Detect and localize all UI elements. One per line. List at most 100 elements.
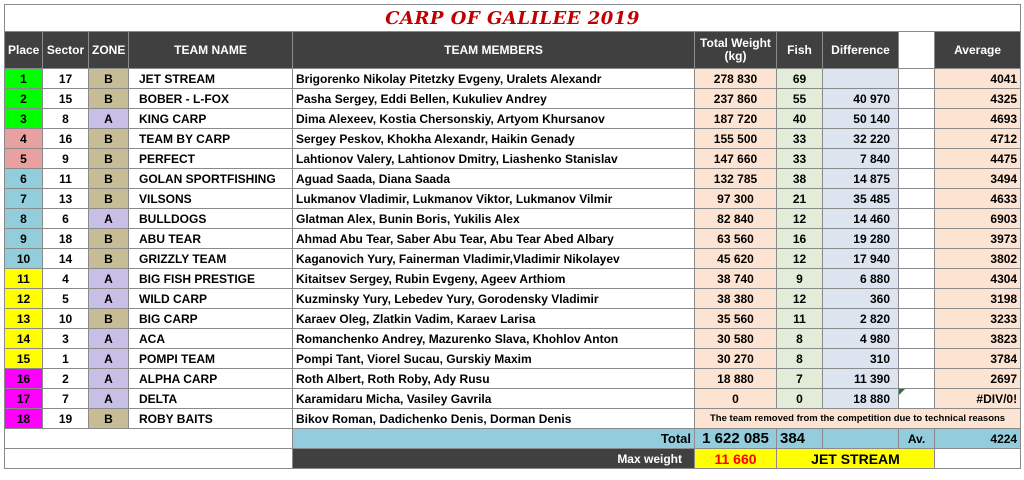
- sector-cell[interactable]: 9: [42, 148, 89, 169]
- average-cell[interactable]: 6903: [933, 208, 1022, 229]
- sector-cell[interactable]: 1: [42, 348, 89, 369]
- zone-cell[interactable]: A: [88, 388, 129, 409]
- header-total-weight[interactable]: Total Weight (kg): [694, 31, 777, 69]
- place-cell[interactable]: 15: [4, 348, 43, 369]
- blank-cell[interactable]: [898, 108, 935, 129]
- place-cell[interactable]: 2: [4, 88, 43, 109]
- place-cell[interactable]: 4: [4, 128, 43, 149]
- difference-cell[interactable]: 310: [822, 348, 899, 369]
- fish-cell[interactable]: 0: [776, 388, 823, 409]
- total-weight-cell[interactable]: 30 580: [694, 328, 777, 349]
- place-cell[interactable]: 11: [4, 268, 43, 289]
- sector-cell[interactable]: 14: [42, 248, 89, 269]
- difference-cell[interactable]: 18 880: [822, 388, 899, 409]
- zone-cell[interactable]: A: [88, 268, 129, 289]
- blank-cell[interactable]: [898, 268, 935, 289]
- difference-cell[interactable]: 2 820: [822, 308, 899, 329]
- zone-cell[interactable]: A: [88, 348, 129, 369]
- zone-cell[interactable]: B: [88, 228, 129, 249]
- team-members-cell[interactable]: Karaev Oleg, Zlatkin Vadim, Karaev Laris…: [292, 308, 695, 329]
- fish-cell[interactable]: 33: [776, 128, 823, 149]
- average-cell[interactable]: 3198: [933, 288, 1022, 309]
- blank-cell[interactable]: [898, 348, 935, 369]
- average-cell[interactable]: 3802: [933, 248, 1022, 269]
- fish-cell[interactable]: 40: [776, 108, 823, 129]
- team-name-cell[interactable]: ABU TEAR: [128, 228, 293, 249]
- total-weight-cell[interactable]: 38 380: [694, 288, 777, 309]
- place-cell[interactable]: 13: [4, 308, 43, 329]
- team-name-cell[interactable]: GOLAN SPORTFISHING: [128, 168, 293, 189]
- place-cell[interactable]: 6: [4, 168, 43, 189]
- zone-cell[interactable]: B: [88, 68, 129, 89]
- place-cell[interactable]: 10: [4, 248, 43, 269]
- zone-cell[interactable]: B: [88, 188, 129, 209]
- fish-cell[interactable]: 55: [776, 88, 823, 109]
- fish-cell[interactable]: 21: [776, 188, 823, 209]
- sector-cell[interactable]: 7: [42, 388, 89, 409]
- max-weight-team[interactable]: JET STREAM: [776, 448, 935, 469]
- team-members-cell[interactable]: Lahtionov Valery, Lahtionov Dmitry, Lias…: [292, 148, 695, 169]
- zone-cell[interactable]: B: [88, 148, 129, 169]
- header-difference[interactable]: Difference: [822, 31, 899, 69]
- total-diff-empty[interactable]: [822, 428, 899, 449]
- fish-cell[interactable]: 9: [776, 268, 823, 289]
- blank-cell[interactable]: [898, 288, 935, 309]
- team-name-cell[interactable]: KING CARP: [128, 108, 293, 129]
- total-weight-cell[interactable]: 82 840: [694, 208, 777, 229]
- sector-cell[interactable]: 16: [42, 128, 89, 149]
- zone-cell[interactable]: A: [88, 368, 129, 389]
- average-cell[interactable]: 4633: [933, 188, 1022, 209]
- difference-cell[interactable]: [822, 68, 899, 89]
- average-cell[interactable]: 3494: [933, 168, 1022, 189]
- total-fish-sum[interactable]: 384: [776, 428, 823, 449]
- fish-cell[interactable]: 11: [776, 308, 823, 329]
- blank-cell[interactable]: [898, 328, 935, 349]
- zone-cell[interactable]: B: [88, 128, 129, 149]
- team-members-cell[interactable]: Kitaitsev Sergey, Rubin Evgeny, Ageev Ar…: [292, 268, 695, 289]
- total-weight-cell[interactable]: 132 785: [694, 168, 777, 189]
- average-cell[interactable]: 3784: [933, 348, 1022, 369]
- team-name-cell[interactable]: JET STREAM: [128, 68, 293, 89]
- team-name-cell[interactable]: POMPI TEAM: [128, 348, 293, 369]
- blank-cell[interactable]: [898, 68, 935, 89]
- total-weight-cell[interactable]: 278 830: [694, 68, 777, 89]
- place-cell[interactable]: 18: [4, 408, 43, 429]
- team-name-cell[interactable]: ROBY BAITS: [128, 408, 293, 429]
- team-members-cell[interactable]: Bikov Roman, Dadichenko Denis, Dorman De…: [292, 408, 695, 429]
- place-cell[interactable]: 17: [4, 388, 43, 409]
- average-cell[interactable]: 4475: [933, 148, 1022, 169]
- difference-cell[interactable]: 14 875: [822, 168, 899, 189]
- team-members-cell[interactable]: Lukmanov Vladimir, Lukmanov Viktor, Lukm…: [292, 188, 695, 209]
- team-name-cell[interactable]: WILD CARP: [128, 288, 293, 309]
- max-weight-label[interactable]: Max weight: [292, 448, 695, 469]
- header-average[interactable]: Average: [933, 31, 1022, 69]
- sector-cell[interactable]: 3: [42, 328, 89, 349]
- team-name-cell[interactable]: DELTA: [128, 388, 293, 409]
- place-cell[interactable]: 12: [4, 288, 43, 309]
- zone-cell[interactable]: B: [88, 308, 129, 329]
- average-cell[interactable]: 3233: [933, 308, 1022, 329]
- team-members-cell[interactable]: Kaganovich Yury, Fainerman Vladimir,Vlad…: [292, 248, 695, 269]
- total-weight-cell[interactable]: 18 880: [694, 368, 777, 389]
- difference-cell[interactable]: 17 940: [822, 248, 899, 269]
- zone-cell[interactable]: B: [88, 248, 129, 269]
- header-team-name[interactable]: TEAM NAME: [128, 31, 293, 69]
- max-weight-value[interactable]: 11 660: [694, 448, 777, 469]
- blank-cell[interactable]: [898, 248, 935, 269]
- header-sector[interactable]: Sector: [42, 31, 89, 69]
- zone-cell[interactable]: A: [88, 328, 129, 349]
- team-members-cell[interactable]: Roth Albert, Roth Roby, Ady Rusu: [292, 368, 695, 389]
- total-weight-cell[interactable]: 147 660: [694, 148, 777, 169]
- sector-cell[interactable]: 4: [42, 268, 89, 289]
- team-members-cell[interactable]: Pompi Tant, Viorel Sucau, Gurskiy Maxim: [292, 348, 695, 369]
- team-name-cell[interactable]: BULLDOGS: [128, 208, 293, 229]
- fish-cell[interactable]: 7: [776, 368, 823, 389]
- sector-cell[interactable]: 10: [42, 308, 89, 329]
- team-name-cell[interactable]: PERFECT: [128, 148, 293, 169]
- sector-cell[interactable]: 5: [42, 288, 89, 309]
- sector-cell[interactable]: 17: [42, 68, 89, 89]
- total-weight-cell[interactable]: 38 740: [694, 268, 777, 289]
- total-weight-cell[interactable]: 45 620: [694, 248, 777, 269]
- empty-cell[interactable]: [933, 448, 1022, 469]
- team-members-cell[interactable]: Pasha Sergey, Eddi Bellen, Kukuliev Andr…: [292, 88, 695, 109]
